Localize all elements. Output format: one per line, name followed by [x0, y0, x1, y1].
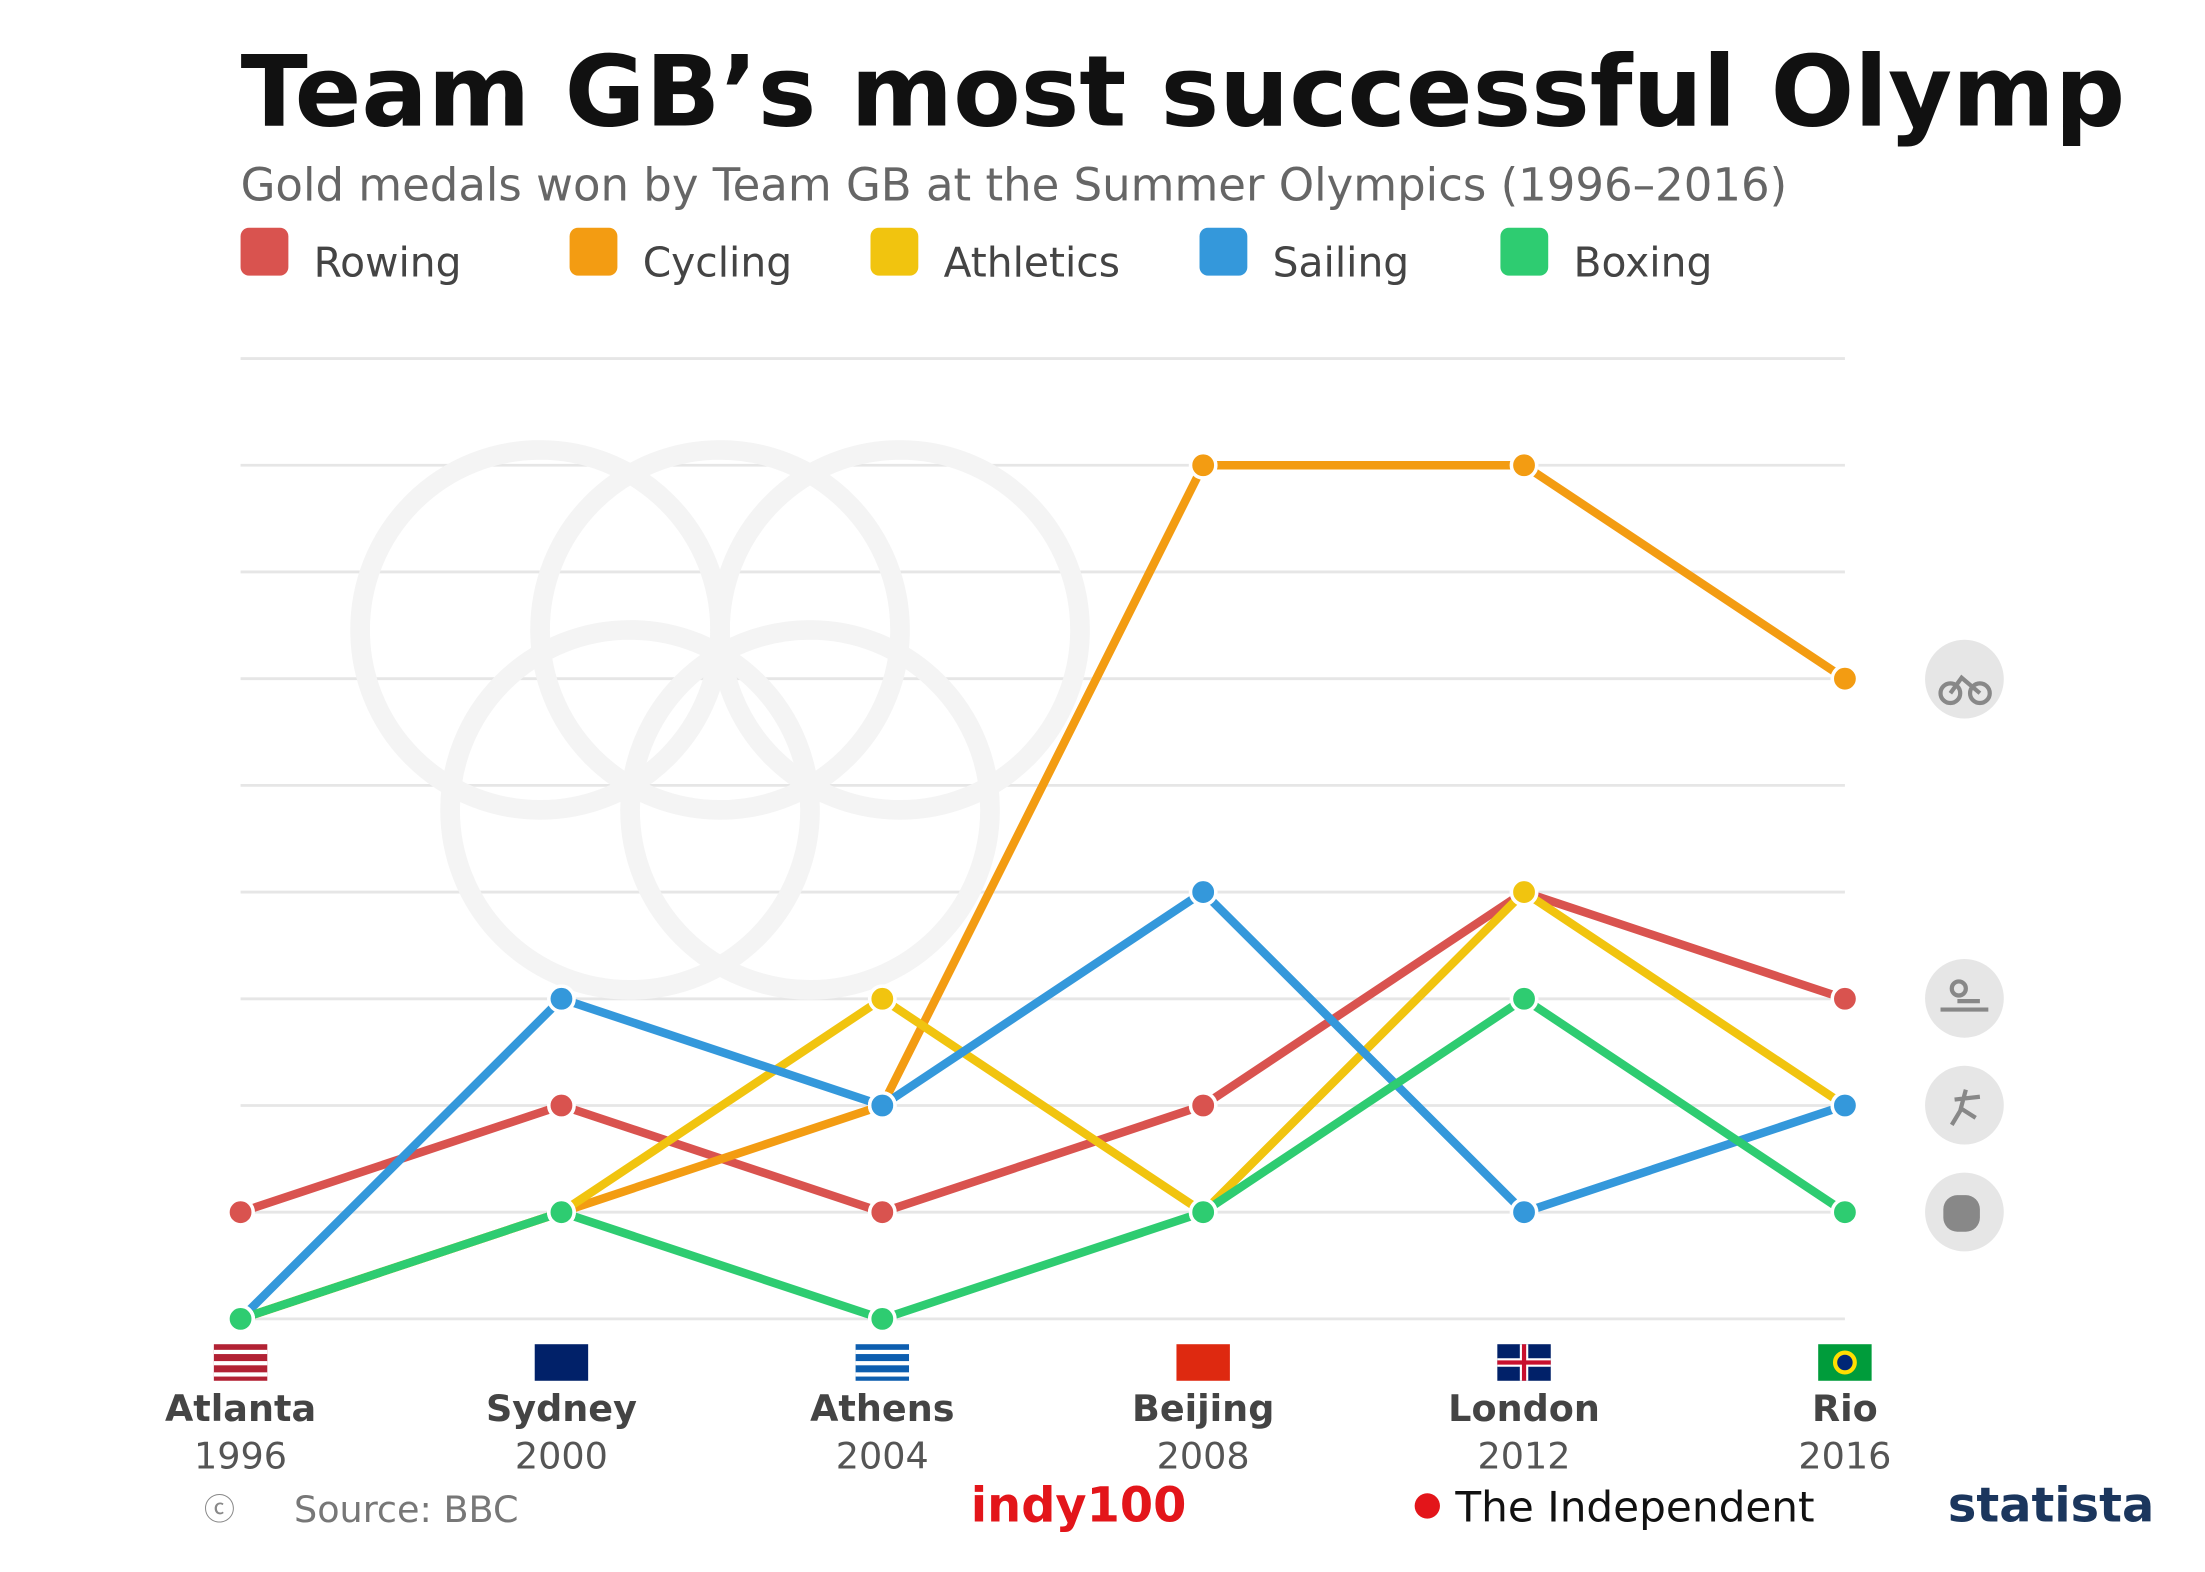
- flag-disc: [1832, 1350, 1857, 1375]
- brand-statista: statista: [1948, 1479, 2154, 1534]
- flag-stripe: [855, 1361, 910, 1366]
- data-point: [547, 1197, 576, 1227]
- x-tick-label: Athens: [810, 1387, 954, 1430]
- x-tick-label: Rio: [1812, 1387, 1878, 1430]
- data-point: [867, 1304, 897, 1334]
- data-point: [867, 1091, 897, 1120]
- data-point: [1830, 984, 1860, 1014]
- x-tick-label: Sydney: [486, 1387, 637, 1430]
- chart-subtitle: Gold medals won by Team GB at the Summer…: [241, 158, 1788, 211]
- legend-swatch: [1500, 227, 1549, 276]
- flag-stripe: [855, 1349, 910, 1355]
- data-point: [867, 984, 897, 1014]
- x-tick-label: London: [1448, 1387, 1600, 1430]
- flag: [1818, 1344, 1872, 1381]
- legend-label: Rowing: [314, 239, 462, 287]
- right-icons: [1925, 639, 2004, 1252]
- flag: [1176, 1344, 1230, 1381]
- flag-bg: [1176, 1344, 1230, 1381]
- data-point: [1509, 1197, 1539, 1227]
- legend-swatch: [240, 227, 289, 276]
- data-point: [1830, 1091, 1860, 1120]
- x-tick-label: Beijing: [1132, 1387, 1274, 1430]
- cc-icon: ⓒ: [204, 1492, 235, 1528]
- data-point: [1830, 1197, 1860, 1227]
- rings-watermark: [350, 440, 1090, 1000]
- legend-label: Boxing: [1574, 239, 1713, 287]
- flag-stripe: [213, 1349, 268, 1355]
- brand-independent: The Independent: [1454, 1483, 1814, 1532]
- data-point: [547, 1091, 576, 1120]
- legend-swatch: [569, 227, 618, 276]
- data-point: [226, 1304, 255, 1334]
- flag-cross: [1497, 1344, 1551, 1381]
- legend-swatch: [1199, 227, 1248, 276]
- legend-label: Athletics: [944, 239, 1120, 287]
- brand-dot: [1414, 1493, 1440, 1519]
- flag-stripe: [213, 1372, 268, 1377]
- flag: [213, 1344, 268, 1381]
- flag: [855, 1344, 910, 1381]
- source: Source: BBC: [294, 1488, 518, 1531]
- data-point: [226, 1197, 255, 1227]
- data-point: [1188, 1091, 1218, 1120]
- x-tick-year: 2000: [515, 1435, 608, 1478]
- data-point: [1188, 1197, 1218, 1227]
- data-point: [1188, 877, 1218, 907]
- x-tick-year: 2004: [836, 1435, 929, 1478]
- flag: [1497, 1344, 1551, 1381]
- flag: [534, 1344, 589, 1381]
- data-point: [547, 984, 576, 1014]
- legend-label: Cycling: [643, 239, 792, 287]
- data-point: [867, 1197, 897, 1227]
- brand-indy100: indy100: [971, 1479, 1187, 1534]
- data-point: [1830, 664, 1860, 694]
- x-tick-label: Atlanta: [165, 1387, 316, 1430]
- grid: [240, 357, 1845, 1321]
- x-tick-year: 2012: [1478, 1435, 1571, 1478]
- legend-label: Sailing: [1273, 239, 1410, 287]
- flag-stripe: [855, 1372, 910, 1377]
- x-tick-year: 2016: [1798, 1435, 1891, 1478]
- flag-bg: [534, 1344, 589, 1381]
- series-line: [237, 887, 1847, 1322]
- data-point: [1188, 450, 1218, 480]
- data-point: [1509, 877, 1539, 907]
- data-point: [1509, 450, 1539, 480]
- x-tick-year: 1996: [194, 1435, 287, 1478]
- flag-stripe: [213, 1361, 268, 1366]
- data-point: [1509, 984, 1539, 1014]
- x-tick-year: 2008: [1157, 1435, 1250, 1478]
- series-line: [239, 887, 1847, 1217]
- chart-title: Team GB’s most successful Olymp: [241, 35, 2126, 149]
- legend-swatch: [870, 227, 919, 276]
- series-line: [239, 994, 1848, 1324]
